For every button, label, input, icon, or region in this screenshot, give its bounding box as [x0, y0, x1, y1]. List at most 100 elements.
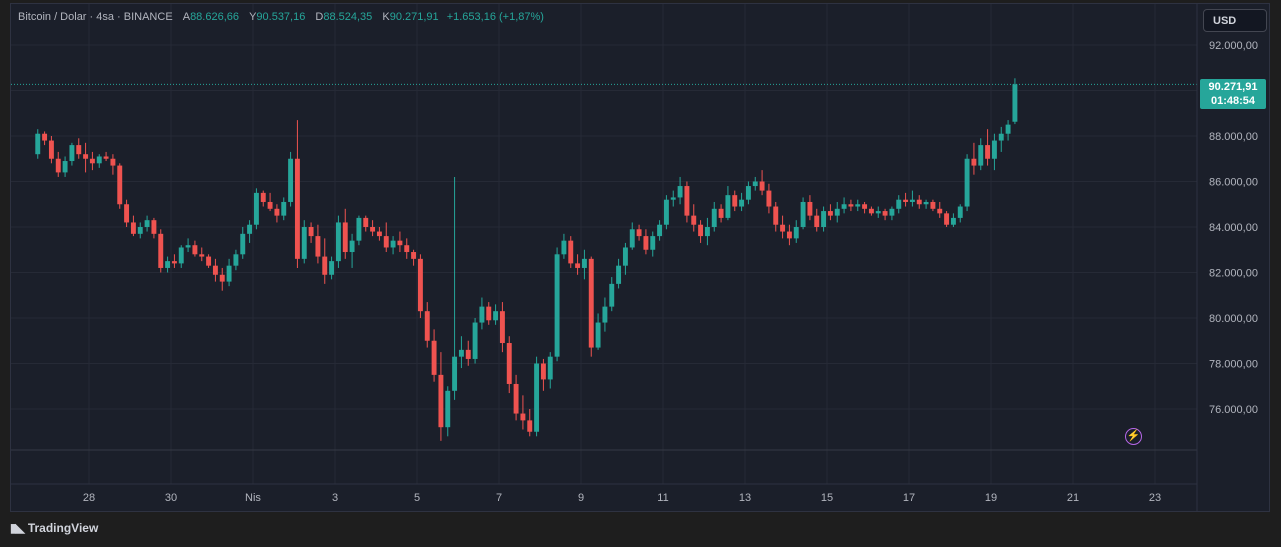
candle-body	[595, 322, 601, 348]
candle-body	[643, 236, 649, 250]
candle	[178, 245, 184, 268]
candle-body	[1005, 124, 1011, 134]
candle	[206, 254, 212, 268]
candle-body	[725, 195, 731, 218]
candle	[288, 151, 294, 207]
candle	[540, 358, 546, 391]
candle-body	[417, 258, 423, 312]
candle	[493, 304, 499, 325]
candle	[397, 231, 403, 253]
candle	[609, 277, 615, 312]
candle-body	[957, 206, 963, 218]
candle-body	[349, 240, 355, 253]
x-tick-label: 13	[739, 492, 751, 504]
candle	[793, 220, 799, 243]
candle	[581, 249, 587, 280]
candle-body	[199, 254, 205, 257]
candle-body	[486, 306, 492, 321]
candle	[868, 206, 874, 216]
candle	[281, 197, 287, 221]
candle	[944, 211, 950, 227]
candle-body	[800, 201, 806, 227]
x-tick-label: 30	[165, 492, 177, 504]
candle-body	[561, 240, 567, 255]
candle	[192, 240, 198, 257]
candle	[233, 249, 239, 271]
change-value: +1.653,16 (+1,87%)	[446, 11, 544, 23]
candle	[821, 206, 827, 232]
candle	[144, 215, 150, 232]
candle-body	[547, 356, 553, 380]
candle-body	[629, 229, 635, 248]
candle	[1005, 120, 1011, 141]
candle-body	[247, 224, 253, 234]
candle-body	[677, 186, 683, 198]
candle-body	[554, 254, 560, 357]
tradingview-branding[interactable]: ▮◣ TradingView	[10, 521, 98, 535]
candle	[704, 217, 710, 246]
candle	[800, 197, 806, 230]
candle-body	[370, 227, 376, 232]
symbol-title: Bitcoin / Dolar · 4sa · BINANCE	[18, 11, 173, 23]
candle	[42, 131, 48, 146]
candle	[568, 236, 574, 268]
candle	[971, 142, 977, 175]
candle	[718, 204, 724, 223]
candle-body	[390, 240, 396, 248]
candle-body	[55, 158, 61, 173]
lightning-icon[interactable]: ⚡	[1125, 428, 1142, 445]
candle-body	[841, 204, 847, 209]
candle	[903, 192, 909, 207]
candle-body	[342, 222, 348, 253]
candle	[937, 201, 943, 218]
candle-body	[185, 245, 191, 248]
candle-body	[62, 161, 68, 173]
candle	[137, 222, 143, 239]
candle	[957, 204, 963, 223]
candle	[636, 224, 642, 241]
candle-body	[89, 158, 95, 164]
candle	[554, 247, 560, 362]
candle	[124, 199, 130, 227]
candle-body	[288, 158, 294, 202]
candle-body	[240, 233, 246, 255]
candle	[335, 215, 341, 268]
y-tick-label: 92.000,00	[1209, 40, 1258, 52]
candle-body	[267, 201, 273, 209]
candle	[240, 227, 246, 259]
open-label: A	[182, 11, 191, 23]
candle-body	[718, 208, 724, 218]
candle-body	[882, 211, 888, 216]
y-tick-label: 84.000,00	[1209, 222, 1258, 234]
candle	[739, 192, 745, 212]
candle-body	[527, 420, 533, 432]
candle-body	[137, 227, 143, 234]
high-label: Y	[249, 11, 257, 23]
candle	[390, 236, 396, 255]
candle-body	[124, 204, 130, 223]
candle-body	[438, 374, 444, 428]
candle-body	[786, 231, 792, 239]
candle-body	[506, 343, 512, 384]
candle	[896, 195, 902, 214]
candle	[294, 120, 300, 268]
candle-body	[144, 220, 150, 227]
candle	[486, 302, 492, 325]
candle	[991, 133, 997, 171]
candle-body	[650, 236, 656, 250]
candle	[882, 208, 888, 221]
candle-body	[609, 283, 615, 307]
currency-button[interactable]: USD	[1203, 9, 1267, 32]
candle	[158, 229, 164, 273]
candle-body	[335, 222, 341, 262]
candle	[465, 340, 471, 366]
candle-body	[684, 186, 690, 216]
x-tick-label: 3	[332, 492, 338, 504]
x-tick-label: 21	[1067, 492, 1079, 504]
candle	[670, 190, 676, 207]
candle	[909, 190, 915, 207]
candle-body	[848, 204, 854, 207]
candle-body	[274, 208, 280, 216]
candle-body	[930, 201, 936, 209]
